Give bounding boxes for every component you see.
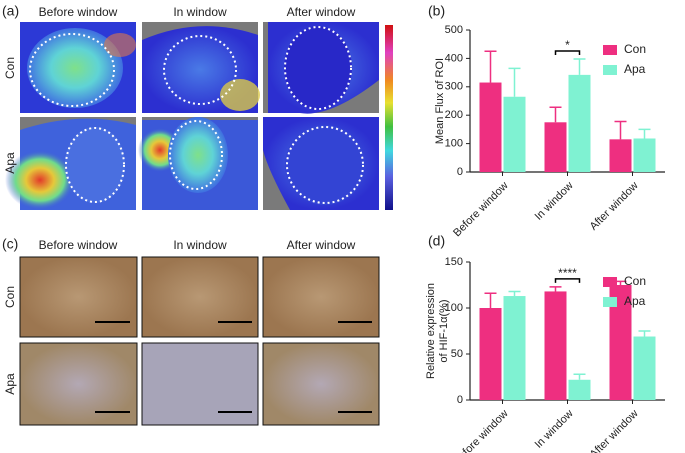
ihc-image [19, 256, 380, 426]
significance-label: **** [558, 266, 577, 280]
y-tick-label: 0 [457, 394, 463, 406]
heatmap-image [5, 117, 136, 210]
panel-label: (d) [428, 233, 445, 249]
legend-label: Apa [624, 62, 646, 76]
y-tick-label: 200 [445, 109, 463, 121]
legend-label: Con [624, 42, 646, 56]
significance-bracket [554, 50, 581, 55]
y-axis-label: Mean Flux of ROI [434, 58, 446, 144]
column-header: After window [287, 238, 356, 252]
column-header: In window [173, 238, 227, 252]
bar [479, 82, 502, 172]
bar [544, 291, 567, 400]
column-header: Before window [39, 238, 118, 252]
significance-bracket [554, 278, 581, 283]
row-label: Con [3, 286, 17, 308]
error-bar [638, 330, 651, 337]
error-bar [614, 120, 627, 140]
bar [633, 336, 656, 400]
x-tick-label: Before window [451, 180, 511, 240]
legend-swatch [603, 65, 617, 75]
y-tick-label: 0 [457, 166, 463, 178]
y-tick-label: 150 [445, 256, 463, 268]
bar [568, 74, 591, 172]
panel-label: (b) [428, 3, 445, 19]
row-label: Con [3, 57, 17, 79]
panel-label: (a) [2, 3, 19, 19]
error-bar [573, 58, 586, 75]
row-label: Apa [3, 373, 17, 395]
heatmap-image [263, 117, 379, 210]
significance-label: * [565, 38, 570, 52]
bar [544, 122, 567, 172]
panel-label: (c) [2, 236, 18, 252]
image-panels [5, 22, 393, 426]
error-bar [638, 128, 651, 139]
x-tick-label: After window [588, 180, 641, 233]
column-header: In window [173, 5, 227, 19]
heatmap-image [20, 22, 136, 113]
bar [609, 285, 632, 400]
x-tick-label: After window [588, 408, 641, 453]
x-tick-label: Before window [451, 408, 511, 453]
error-bar [484, 292, 497, 308]
legend-swatch [603, 45, 617, 55]
y-tick-label: 300 [445, 81, 463, 93]
error-bar [508, 290, 521, 297]
legend-swatch [603, 297, 617, 307]
column-header: After window [287, 5, 356, 19]
error-bar [549, 286, 562, 292]
bar [479, 308, 502, 400]
heatmap-image [142, 22, 260, 113]
y-tick-label: 100 [445, 302, 463, 314]
x-tick-label: In window [533, 180, 576, 223]
x-tick-label: In window [533, 408, 576, 451]
bar [609, 139, 632, 172]
y-tick-label: 500 [445, 24, 463, 36]
legend-swatch [603, 277, 617, 287]
column-header: Before window [39, 5, 118, 19]
bar [503, 296, 526, 400]
error-bar [573, 373, 586, 380]
y-tick-label: 400 [445, 52, 463, 64]
y-tick-label: 100 [445, 138, 463, 150]
legend-label: Con [624, 274, 646, 288]
heatmap-image [138, 117, 258, 210]
bar [633, 138, 656, 172]
error-bar [508, 67, 521, 97]
error-bar [484, 50, 497, 83]
y-axis-label: Relative expression [425, 283, 437, 379]
y-axis-label: of HIF-1α(%) [438, 299, 450, 362]
bar [568, 379, 591, 400]
error-bar [549, 106, 562, 123]
legend-label: Apa [624, 294, 646, 308]
y-tick-label: 50 [451, 348, 463, 360]
bar [503, 96, 526, 172]
heatmap-image [263, 22, 379, 114]
color-bar [385, 25, 393, 210]
row-label: Apa [3, 152, 17, 174]
